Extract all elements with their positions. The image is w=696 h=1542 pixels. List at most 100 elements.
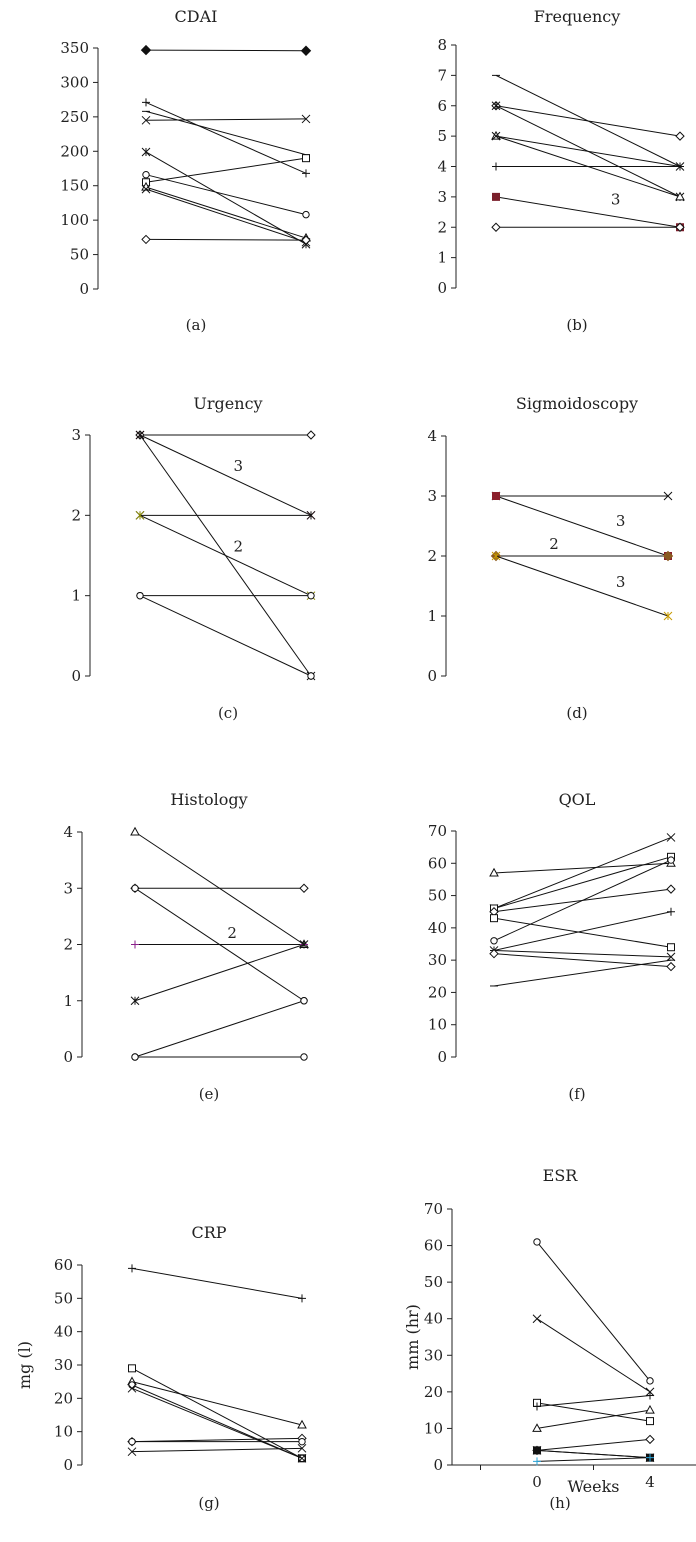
data-point	[127, 1383, 137, 1393]
series-line	[145, 118, 307, 121]
chart-title: Histology	[170, 790, 247, 809]
y-tick-label: 5	[437, 127, 447, 145]
series-4	[490, 914, 675, 952]
y-tick-label: 20	[424, 1383, 443, 1401]
series-8	[533, 1453, 654, 1466]
series-2	[533, 1398, 654, 1426]
data-point	[307, 672, 315, 680]
panel-caption: (c)	[218, 704, 238, 722]
series-line	[134, 1000, 305, 1058]
chart-panel-e: Histology 0 1 2 3 4 2 (e)	[63, 790, 309, 1103]
series-5	[131, 997, 308, 1061]
data-point	[676, 162, 684, 171]
series-line	[145, 188, 307, 243]
y-tick-label: 6	[437, 97, 447, 115]
y-tick-label: 200	[60, 142, 89, 160]
series-line	[495, 555, 669, 617]
series-2	[490, 550, 674, 562]
y-tick-label: 3	[63, 879, 73, 897]
series-0	[135, 430, 316, 440]
series-line	[536, 1318, 651, 1393]
y-tick-label: 4	[427, 427, 437, 445]
data-point	[492, 162, 500, 171]
y-tick-label: 2	[71, 506, 81, 524]
data-point	[298, 1294, 306, 1303]
data-point	[491, 222, 501, 232]
series-line	[536, 1457, 651, 1462]
data-point	[130, 996, 140, 1006]
y-tick-label: 0	[427, 667, 437, 685]
chart-panel-b: Frequency 0 1 2 3 4 5 6 7 8 3 (b)	[437, 7, 685, 334]
data-point	[297, 1453, 307, 1463]
chart-panel-h: ESR 0 10 20 30 40 50 60 70 0 4 Weeks mm (hr) (h)	[403, 1166, 696, 1512]
data-point	[492, 492, 500, 500]
series-8	[489, 948, 676, 972]
chart-panel-g: CRP 0 10 20 30 40 50 60 mg (l) (g)	[15, 1223, 307, 1512]
series-line	[145, 238, 307, 241]
series-4	[532, 1404, 655, 1432]
data-point	[532, 1446, 542, 1455]
panel-caption: (h)	[549, 1494, 570, 1512]
series-line	[493, 959, 672, 987]
series-6	[490, 907, 675, 955]
data-point	[128, 1381, 136, 1389]
y-tick-label: 0	[437, 1048, 447, 1066]
panel-caption: (f)	[568, 1085, 585, 1103]
series-6	[131, 1053, 308, 1061]
data-point	[142, 170, 150, 179]
series-3	[533, 1391, 654, 1411]
data-point	[301, 235, 311, 245]
series-line	[493, 856, 672, 909]
y-tick-label: 100	[60, 211, 89, 229]
data-point	[297, 1419, 307, 1429]
chart-panel-f: QOL 0 10 20 30 40 50 60 70 (f)	[428, 790, 676, 1103]
count-annotation: 3	[611, 190, 621, 208]
series-5	[492, 162, 684, 171]
y-tick-label: 4	[63, 823, 73, 841]
y-tick-label: 10	[54, 1423, 73, 1441]
series-line	[495, 196, 681, 228]
y-tick-label: 10	[424, 1419, 443, 1437]
data-point	[490, 914, 498, 923]
panel-caption: (b)	[566, 316, 587, 334]
series-6	[128, 1437, 306, 1446]
data-point	[646, 1391, 654, 1400]
series-line	[493, 949, 672, 958]
y-tick-label: 0	[79, 280, 89, 298]
y-tick-label: 40	[424, 1310, 443, 1328]
y-tick-label: 1	[427, 607, 437, 625]
chart-title: Sigmoidoscopy	[516, 394, 638, 413]
series-line	[134, 944, 305, 1002]
data-point	[666, 833, 676, 842]
series-2	[490, 852, 675, 913]
y-tick-label: 40	[428, 919, 447, 937]
data-point	[299, 940, 309, 949]
data-point	[131, 940, 139, 949]
y-tick-label: 4	[437, 158, 447, 176]
panel-caption: (a)	[186, 316, 207, 334]
data-point	[142, 98, 150, 107]
panel-caption: (e)	[199, 1085, 220, 1103]
y-tick-label: 60	[428, 854, 447, 872]
series-1	[491, 101, 685, 141]
data-point	[141, 234, 151, 245]
series-line	[131, 1447, 303, 1453]
y-tick-label: 1	[437, 249, 447, 267]
data-point	[667, 907, 675, 916]
chart-panel-a: CDAI 0 50 100 150 200 250 300 350 (a)	[60, 7, 312, 334]
data-point	[666, 952, 676, 962]
series-line	[493, 836, 672, 909]
series-4	[130, 940, 309, 1006]
chart-title: CRP	[191, 1223, 226, 1242]
series-1	[142, 98, 310, 178]
chart-title: Urgency	[193, 394, 262, 413]
panel-caption: (g)	[198, 1494, 219, 1512]
y-tick-label: 1	[71, 587, 81, 605]
y-tick-label: 0	[433, 1456, 443, 1474]
series-1	[532, 1314, 655, 1397]
data-point	[491, 551, 501, 561]
data-point	[489, 948, 499, 959]
data-point	[663, 611, 673, 621]
data-point	[140, 44, 152, 56]
data-point	[131, 884, 139, 892]
